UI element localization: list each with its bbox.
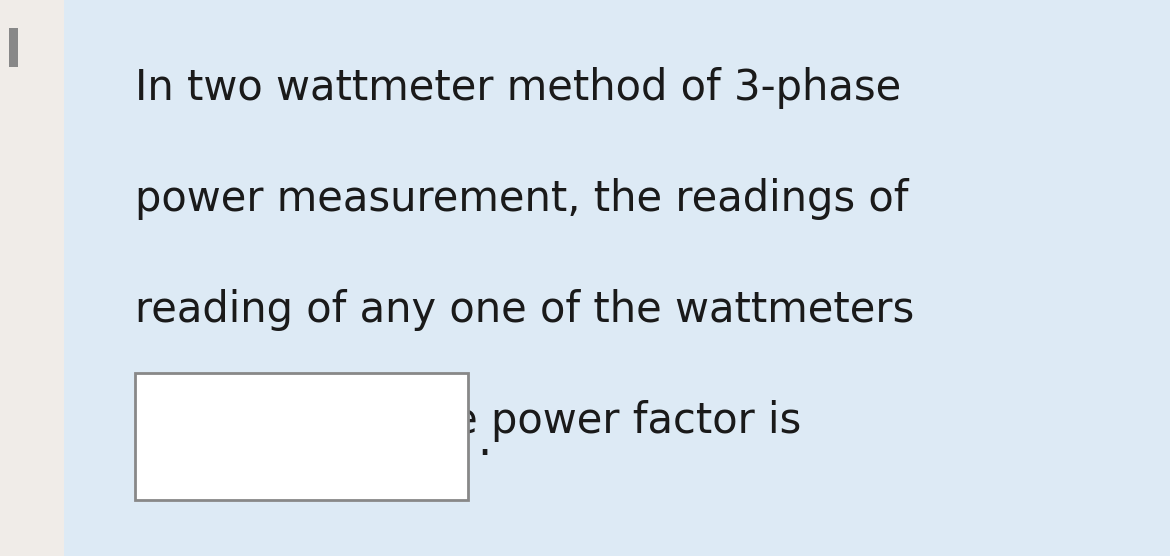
Text: In two wattmeter method of 3-phase: In two wattmeter method of 3-phase (135, 67, 901, 109)
Bar (0, 0, 64, 556)
Bar (135, 373, 468, 500)
Text: reading of any one of the wattmeters: reading of any one of the wattmeters (135, 289, 914, 331)
Text: .: . (477, 420, 491, 464)
Text: power measurement, the readings of: power measurement, the readings of (135, 178, 908, 220)
Text: is zero when the power factor is: is zero when the power factor is (135, 400, 800, 443)
Bar (9, 28, 18, 67)
